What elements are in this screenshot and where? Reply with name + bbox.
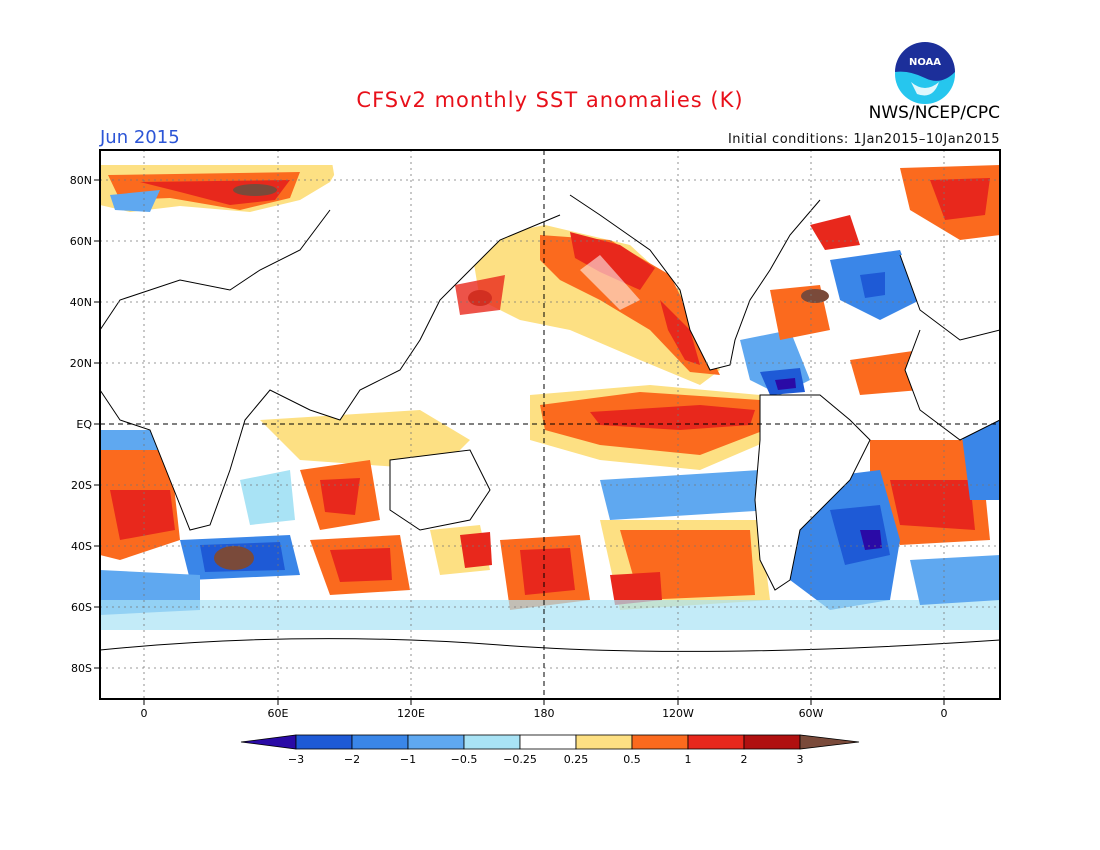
- map-title: CFSv2 monthly SST anomalies (K): [356, 88, 744, 112]
- colorbar-bin: [295, 734, 353, 750]
- colorbar-bin: [463, 734, 521, 750]
- map-frame: [99, 149, 1001, 700]
- lat-label: 20S: [71, 479, 92, 492]
- coastlines: [100, 194, 1000, 652]
- lon-label: 60W: [799, 707, 824, 720]
- lat-label: 60N: [70, 235, 92, 248]
- lat-label: 20N: [70, 357, 92, 370]
- colorbar-tick-label: 0.5: [623, 753, 641, 766]
- lat-label: 80S: [71, 662, 92, 675]
- initial-conditions: Initial conditions: 1Jan2015–10Jan2015: [727, 132, 1000, 147]
- colorbar-tick-label: 0.25: [564, 753, 589, 766]
- lat-label: 40N: [70, 296, 92, 309]
- colorbar-tick-label: −2: [344, 753, 360, 766]
- colorbar-tick-label: −3: [288, 753, 304, 766]
- equator-dateline: [100, 150, 1000, 699]
- graticule: [100, 150, 1000, 699]
- lat-label: 40S: [71, 540, 92, 553]
- colorbar-bin: [687, 734, 745, 750]
- colorbar-tick-label: 2: [741, 753, 748, 766]
- lon-label: 60E: [268, 707, 289, 720]
- lon-label: 0: [941, 707, 948, 720]
- colorbar-bin: [743, 734, 801, 750]
- colorbar-bin: [631, 734, 689, 750]
- colorbar-bin: [407, 734, 465, 750]
- colorbar-lower-extend: [240, 734, 297, 750]
- colorbar-tick-label: 1: [685, 753, 692, 766]
- noaa-logo-text: NOAA: [909, 57, 941, 68]
- lon-label: 0: [141, 707, 148, 720]
- colorbar-labels: −3 −2 −1 −0.5 −0.25 0.25 0.5 1 2 3: [288, 753, 804, 766]
- lon-label: 180: [534, 707, 555, 720]
- axis-ticks: [94, 179, 945, 705]
- forecast-month: Jun 2015: [100, 127, 180, 148]
- anomaly-field: [100, 150, 1000, 699]
- lat-label: EQ: [76, 418, 92, 431]
- noaa-logo: NOAA: [895, 42, 955, 104]
- agency-label: NWS/NCEP/CPC: [868, 103, 1000, 123]
- lon-label: 120W: [662, 707, 694, 720]
- latitude-labels: 80N 60N 40N 20N EQ 20S 40S 60S 80S: [70, 174, 93, 675]
- colorbar-tick-label: −0.5: [451, 753, 478, 766]
- lon-label: 120E: [397, 707, 425, 720]
- colorbar-bin: [351, 734, 409, 750]
- colorbar-tick-label: 3: [797, 753, 804, 766]
- colorbar-bin: [519, 734, 577, 750]
- lat-label: 80N: [70, 174, 92, 187]
- colorbar-tick-label: −0.25: [503, 753, 537, 766]
- colorbar-tick-label: −1: [400, 753, 416, 766]
- longitude-labels: 0 60E 120E 180 120W 60W 0: [141, 707, 948, 720]
- colorbar-bin: [575, 734, 633, 750]
- colorbar-upper-extend: [799, 734, 860, 750]
- colorbar: [240, 734, 860, 750]
- lat-label: 60S: [71, 601, 92, 614]
